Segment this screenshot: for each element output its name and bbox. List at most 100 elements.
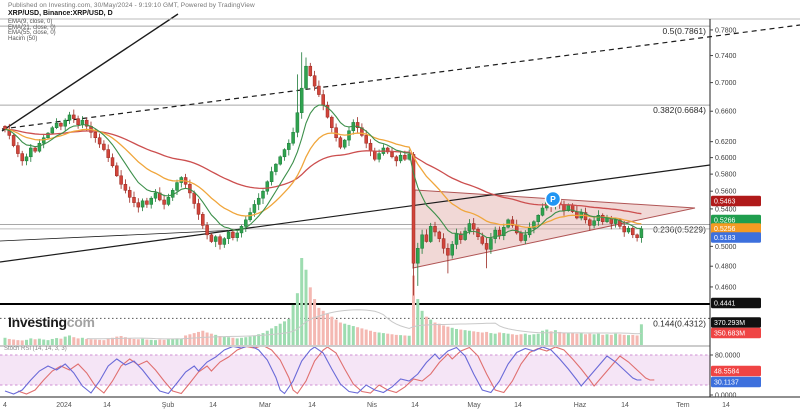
volume-bar [248,336,252,346]
legend-item-1: EMA(21, close, 0) [8,24,56,31]
volume-bar [98,339,102,346]
candle-body [596,214,601,222]
candle-body [502,227,506,237]
candle-body [226,231,231,239]
candle-body [506,219,510,228]
price-tick-label: 0.7800 [715,27,737,34]
candle-body [398,154,403,162]
candle-body [16,145,20,154]
price-tick-label: 0.7000 [715,80,737,87]
candle-body [605,217,609,222]
volume-bar [106,338,110,346]
volume-bar [3,337,7,346]
volume-bar [627,335,630,346]
p-marker[interactable]: P [544,190,562,208]
volume-bar [162,339,166,346]
volume-bar [416,299,420,346]
volume-bar [188,334,192,346]
axis-badge [711,232,761,243]
candle-body [84,119,89,127]
volume-bar [231,337,235,346]
price-tick-label: 0.4600 [715,284,737,291]
volume-bar [515,334,519,346]
volume-bar [304,269,308,346]
volume-bar [377,332,381,346]
candle-body [446,248,450,256]
indicator-legend: EMA(9, close, 0) EMA(21, close, 0) EMA(55,… [8,19,56,42]
candle-body [115,165,119,177]
time-label: 14 [308,402,316,409]
axis-badge-label: 0.5266 [714,218,736,225]
time-label: 14 [514,402,522,409]
ema-lines [4,104,642,239]
stoch-pane [0,344,710,395]
volume-bar [179,338,183,346]
stoch-rsi-label: Stoch RSI (14, 14, 3, 3) [4,346,67,352]
candle-body [631,227,635,236]
volume-bar [575,333,579,346]
volume-bar [184,335,188,346]
axis-badge [711,223,761,234]
candle-body [471,223,476,230]
volume-bar [93,339,97,346]
volume-bar [455,328,458,346]
volume-bar [442,325,446,346]
candle-body [523,234,528,241]
candle-body [192,192,196,204]
volume-bar [29,338,33,346]
volume-bar [420,310,424,346]
candle-body [390,151,394,158]
volume-bar [132,338,136,346]
candle-body [299,87,304,113]
volume-bar [635,335,639,346]
candle-body [50,127,55,134]
axis-badge-label: 0.5256 [714,226,736,233]
volume-bar [394,334,398,346]
volume-bar [584,334,587,346]
candle-body [338,137,343,148]
candle-body [403,154,407,160]
volume-bar [145,339,149,346]
axis-badge [711,376,761,388]
time-label: May [467,402,481,409]
candle-body [377,153,381,160]
time-label: 2024 [56,402,72,409]
volume-bar [330,316,334,346]
candle-body [46,132,50,139]
candle-body [282,149,287,158]
volume-bar [596,333,600,346]
volume-bar [214,334,218,346]
volume-bar [437,323,441,346]
volume-bar [369,330,372,346]
fib-label-0.236: 0.236(0.5229) [653,225,706,235]
volume-bar [209,333,213,346]
candle-body [235,232,239,238]
candle-body [201,214,205,226]
investing-logo: Investingcom [8,314,95,330]
volume-bar [278,323,282,346]
volume-bar [291,304,295,346]
candle-body [80,119,85,125]
volume-bar [300,258,304,346]
volume-bar [317,307,321,346]
volume-bar [347,324,351,346]
volume-bar [614,333,618,346]
volume-bar [639,324,643,346]
candle-body [213,236,218,242]
volume-bar [399,335,403,346]
volume-bar [42,339,46,346]
volume-bar [498,332,501,346]
candle-body [218,236,222,245]
price-tick-label: 0.5000 [715,244,737,251]
volume-bar [197,331,200,346]
p-marker-circle[interactable] [544,190,562,208]
price-tick-label: 0.5800 [715,172,737,179]
candle-body [287,142,291,150]
volume-bar [433,322,437,346]
candle-body [463,230,467,240]
volume-bar [89,339,93,346]
trendline-2 [0,164,711,263]
candle-body [102,143,106,150]
candle-body [127,190,132,198]
